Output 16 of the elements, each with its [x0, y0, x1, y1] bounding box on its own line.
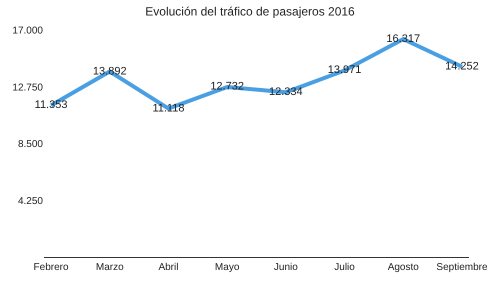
y-tick-label: 17.000	[12, 26, 44, 36]
x-tick-label: Mayo	[214, 262, 240, 273]
x-tick-label: Abril	[158, 262, 178, 273]
x-tick-label: Septiembre	[436, 262, 488, 273]
data-label: 12.334	[269, 86, 303, 98]
y-tick-label: 12.750	[12, 82, 44, 94]
data-label: 14.252	[445, 60, 479, 72]
y-tick-label: 8.500	[18, 139, 44, 150]
chart-title: Evolución del tráfico de pasajeros 2016	[145, 4, 356, 19]
x-tick-label: Junio	[274, 262, 298, 273]
x-tick-label: Julio	[334, 262, 356, 273]
data-label: 11.353	[34, 99, 68, 112]
x-tick-label: Agosto	[388, 262, 420, 273]
x-tick-label: Febrero	[34, 262, 69, 273]
x-tick-label: Marzo	[96, 262, 124, 273]
y-tick-label: 4.250	[18, 196, 44, 207]
